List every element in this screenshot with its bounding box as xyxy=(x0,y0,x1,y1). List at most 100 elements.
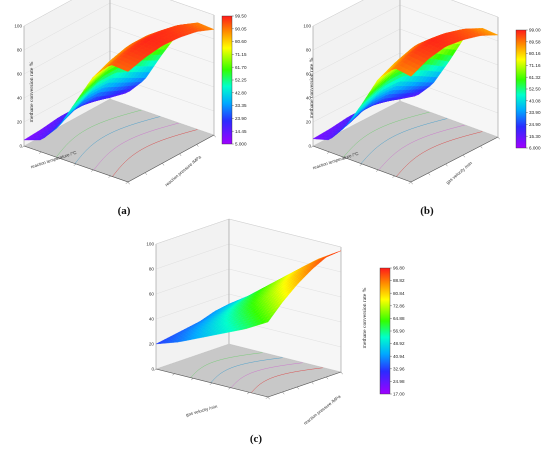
surface-plot-b xyxy=(312,28,499,141)
y-tick xyxy=(297,386,299,390)
colorbar-label: 72.86 xyxy=(393,303,405,308)
colorbar-c: 96.80 88.82 80.84 72.86 64.88 56.90 48.92 40.94… xyxy=(379,266,405,397)
z-gridline xyxy=(312,0,499,27)
x-tick xyxy=(125,181,129,184)
panel-label-c: (c) xyxy=(250,433,263,445)
z-tick-label: 0 xyxy=(151,367,154,372)
y-axis-line xyxy=(410,136,499,183)
x-tick xyxy=(247,392,250,395)
x-tick xyxy=(209,382,213,385)
z-tick-label: 80 xyxy=(149,267,155,272)
y-tick xyxy=(196,144,199,147)
floor-contour xyxy=(378,124,466,171)
colorbar-label: 43.08 xyxy=(529,98,541,103)
panel-label-a: (a) xyxy=(118,205,131,217)
colorbar-b: 99.00 89.58 80.16 71.16 61.32 52.50 43.08 33.90… xyxy=(515,28,541,151)
floor-contour xyxy=(396,131,483,177)
z-tick-label: 80 xyxy=(17,48,23,53)
y-axis-label-c: reaction pressure /MPa xyxy=(303,394,342,426)
z-gridline xyxy=(23,0,215,27)
floor-contour xyxy=(210,357,284,383)
colorbar-label: 17.00 xyxy=(393,392,405,397)
colorbar-label: 90.05 xyxy=(235,26,247,31)
y-tick xyxy=(410,181,413,185)
x-tick xyxy=(343,157,346,160)
back-wall-left xyxy=(155,218,230,370)
z-tick-label: 100 xyxy=(146,242,154,247)
floor-contour xyxy=(230,362,304,388)
z-tick-label: 60 xyxy=(306,72,312,77)
floor-contour xyxy=(56,109,142,158)
colorbar-label: 40.94 xyxy=(393,354,405,359)
colorbar-label: 88.82 xyxy=(393,278,405,283)
x-tick xyxy=(191,378,194,381)
y-axis-line xyxy=(127,134,215,183)
colorbar-label: 61.70 xyxy=(235,65,247,70)
x-tick xyxy=(392,175,395,178)
y-axis-label-b: gas velocity /min xyxy=(445,160,474,185)
z-tick-label: 40 xyxy=(149,317,155,322)
floor-contour xyxy=(112,129,198,177)
z-tick-label: 60 xyxy=(17,72,23,77)
colorbar-label: 33.90 xyxy=(529,110,541,115)
colorbar-gradient xyxy=(221,15,233,145)
y-tick xyxy=(445,163,448,167)
colorbar-label: 32.96 xyxy=(393,366,405,371)
surface-plot-a xyxy=(23,22,215,141)
x-tick xyxy=(228,387,231,390)
colorbar-label: 61.32 xyxy=(529,75,541,80)
colorbar-label: 89.58 xyxy=(529,39,541,44)
colorbar-label: 14.45 xyxy=(235,129,247,134)
z-tick-label: 0 xyxy=(19,144,22,149)
y-tick xyxy=(480,145,483,149)
floor-contour xyxy=(190,352,264,378)
colorbar-label: 99.00 xyxy=(529,28,541,33)
colorbar-label: 71.16 xyxy=(529,63,541,68)
x-tick xyxy=(21,145,25,148)
x-tick xyxy=(73,163,77,166)
panel-label-b: (b) xyxy=(420,205,434,217)
colorbar-label: 64.88 xyxy=(393,316,405,321)
y-tick xyxy=(428,172,431,176)
colorbar-label: 80.84 xyxy=(393,291,405,296)
x-tick xyxy=(376,169,379,172)
floor-contour xyxy=(360,118,448,164)
x-tick xyxy=(310,145,314,148)
y-tick xyxy=(179,153,182,157)
y-tick xyxy=(463,154,465,158)
colorbar-label: 52.50 xyxy=(529,87,541,92)
colorbar-gradient xyxy=(515,29,527,149)
y-tick xyxy=(127,181,130,185)
z-axis-label-c: methane conversion rate % xyxy=(362,287,368,348)
y-tick xyxy=(497,136,500,140)
y-axis-line xyxy=(267,371,342,398)
y-tick xyxy=(213,134,216,138)
z-tick-label: 100 xyxy=(14,24,22,29)
z-tick-label: 20 xyxy=(17,120,23,125)
z-tick-label: 20 xyxy=(149,342,155,347)
z-axis-label-a: methane conversion rate % xyxy=(29,61,35,122)
x-tick xyxy=(265,396,269,399)
surface-cell xyxy=(406,70,415,77)
y-tick xyxy=(145,172,147,175)
z-tick-label: 40 xyxy=(306,96,312,101)
x-tick xyxy=(91,169,94,172)
z-tick-label: 40 xyxy=(17,96,23,101)
z-axis-label-b: methane conversion rate % xyxy=(309,57,315,118)
colorbar-label: 56.90 xyxy=(393,329,405,334)
colorbar-label: 48.92 xyxy=(393,341,405,346)
z-tick-label: 100 xyxy=(303,24,311,29)
colorbar-label: 80.16 xyxy=(529,51,541,56)
z-tick-label: 0 xyxy=(308,144,311,149)
x-tick xyxy=(153,368,157,371)
x-tick xyxy=(408,181,412,184)
chart-panel-c: 0 20 40 60 80 100 methane conversion rate % g… xyxy=(146,218,405,445)
floor-contour xyxy=(93,122,180,171)
colorbar-label: 71.15 xyxy=(235,52,247,57)
z-tick-label: 20 xyxy=(306,120,312,125)
x-tick xyxy=(108,175,111,178)
y-tick xyxy=(340,371,343,375)
y-tick xyxy=(311,381,314,385)
floor-contour xyxy=(251,367,324,393)
x-tick xyxy=(359,163,363,166)
